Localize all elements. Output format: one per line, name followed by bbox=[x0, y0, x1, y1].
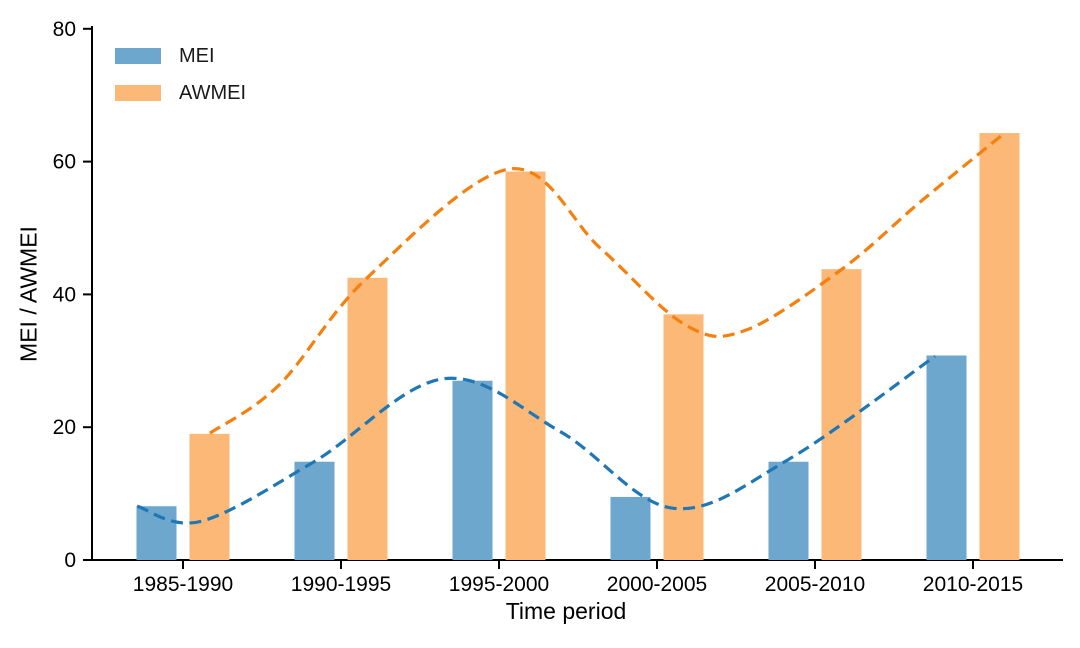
y-tick-label: 80 bbox=[53, 18, 76, 41]
legend: MEI AWMEI bbox=[115, 46, 246, 103]
y-tick-label: 60 bbox=[53, 151, 76, 174]
bar-mei-1 bbox=[294, 461, 335, 560]
legend-label: AWMEI bbox=[179, 82, 247, 104]
trend-line-awmei bbox=[208, 131, 1006, 435]
x-tick-label: 2005-2010 bbox=[765, 573, 865, 596]
legend-swatch-awmei bbox=[115, 85, 161, 101]
legend-label: MEI bbox=[179, 45, 215, 67]
y-tick-label: 0 bbox=[64, 549, 76, 572]
x-tick-label: 2010-2015 bbox=[923, 573, 1023, 596]
x-axis-title: Time period bbox=[505, 598, 627, 624]
bar-awmei-4 bbox=[821, 269, 862, 560]
y-tick-label: 40 bbox=[53, 283, 76, 306]
bar-awmei-2 bbox=[505, 171, 546, 560]
bar-mei-4 bbox=[768, 461, 809, 560]
x-tick-label: 1985-1990 bbox=[133, 573, 233, 596]
bar-awmei-0 bbox=[189, 433, 230, 560]
x-tick-label: 1995-2000 bbox=[449, 573, 549, 596]
bar-mei-3 bbox=[610, 496, 651, 560]
bar-awmei-3 bbox=[663, 314, 704, 560]
legend-item-mei: MEI bbox=[115, 46, 246, 66]
bar-awmei-1 bbox=[347, 277, 388, 560]
bar-mei-2 bbox=[452, 380, 493, 560]
x-tick-label: 2000-2005 bbox=[607, 573, 707, 596]
bar-awmei-5 bbox=[979, 133, 1020, 560]
trend-line-mei bbox=[136, 354, 937, 525]
y-tick-label: 20 bbox=[53, 416, 76, 439]
bar-mei-5 bbox=[926, 355, 967, 560]
x-tick-label: 1990-1995 bbox=[291, 573, 391, 596]
legend-swatch-mei bbox=[115, 48, 161, 64]
y-axis-title: MEI / AWMEI bbox=[15, 226, 42, 362]
legend-item-awmei: AWMEI bbox=[115, 83, 246, 103]
